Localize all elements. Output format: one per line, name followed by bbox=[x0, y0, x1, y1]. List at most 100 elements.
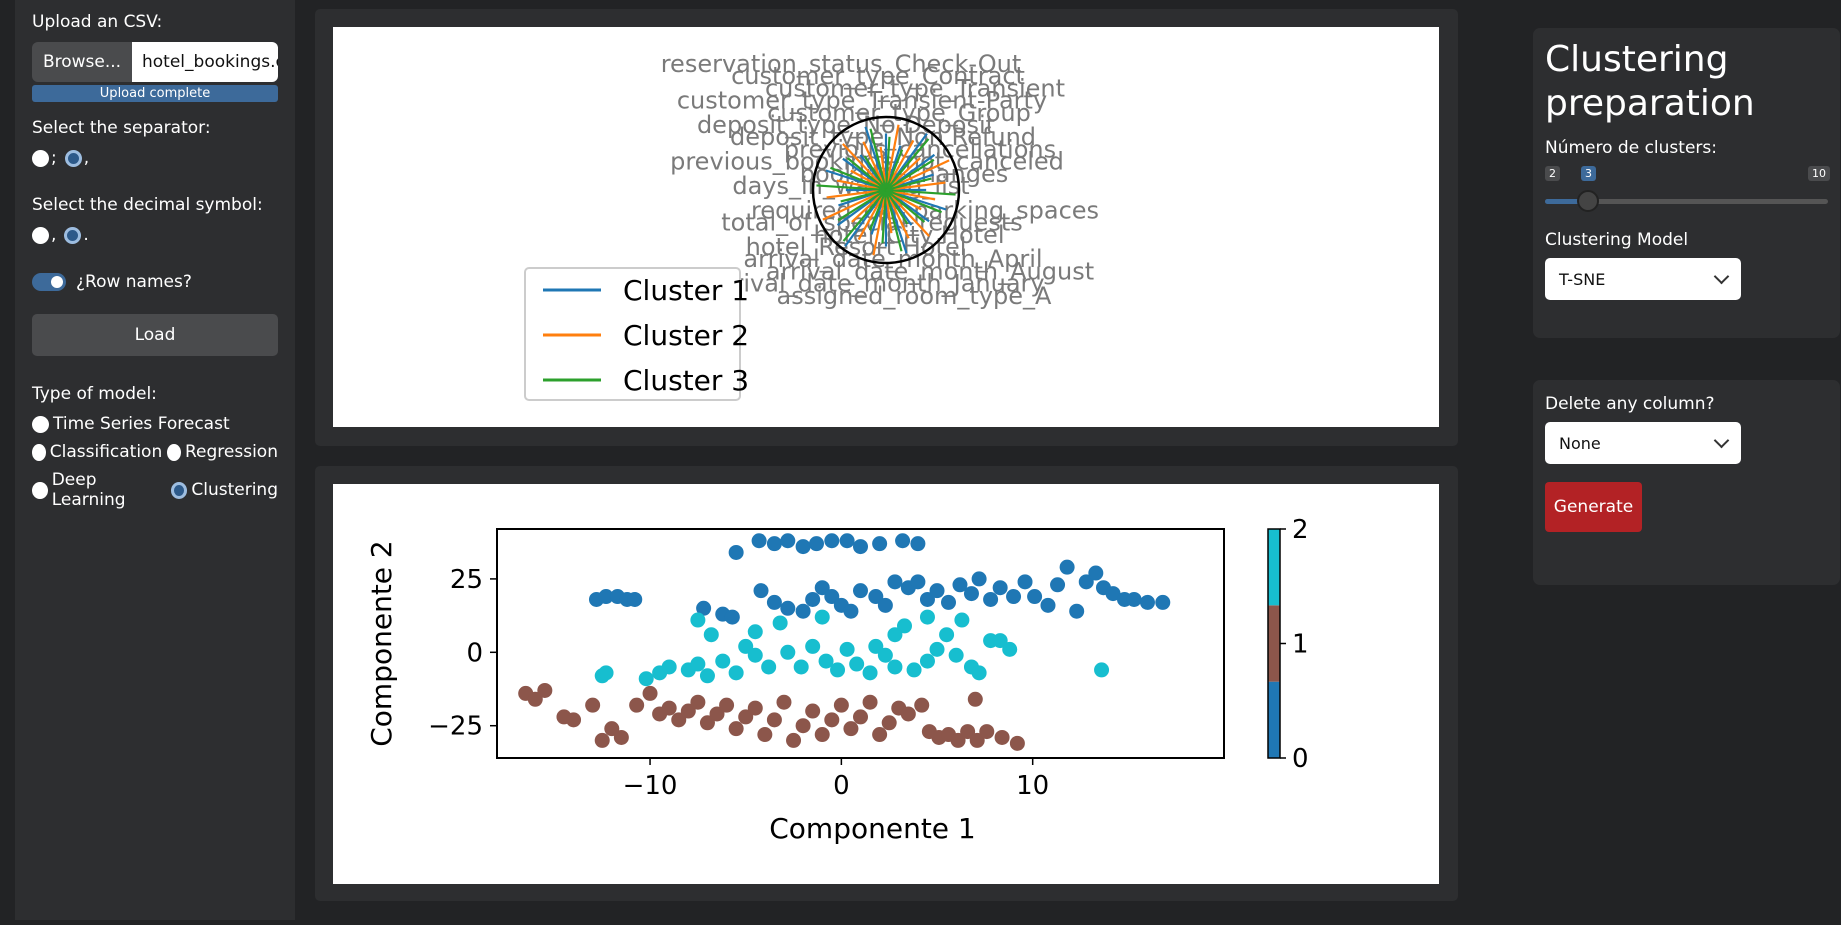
scatter-point bbox=[919, 609, 935, 625]
separator-radio-comma[interactable] bbox=[64, 149, 82, 167]
scatter-point bbox=[1027, 589, 1043, 605]
rownames-toggle[interactable] bbox=[32, 273, 66, 291]
model-radio-regression[interactable] bbox=[167, 443, 181, 461]
scatter-point bbox=[877, 647, 893, 663]
radar-spoke bbox=[885, 189, 909, 225]
sidebar: Upload an CSV: Browse... hotel_bookings.… bbox=[15, 0, 295, 920]
model-option-regression: Regression bbox=[184, 442, 278, 462]
scatter-point bbox=[853, 583, 868, 599]
load-button[interactable]: Load bbox=[32, 314, 278, 356]
generate-button[interactable]: Generate bbox=[1545, 482, 1642, 532]
model-radio-deep-learning[interactable] bbox=[32, 481, 48, 499]
clustering-model-select[interactable]: T-SNE bbox=[1545, 258, 1741, 300]
scatter-point bbox=[1105, 586, 1121, 602]
radar-spoke bbox=[842, 189, 887, 242]
scatter-point bbox=[830, 662, 846, 678]
scatter-point bbox=[1078, 574, 1094, 590]
x-axis-label: Componente 1 bbox=[769, 812, 976, 845]
upload-progress-bar: Upload complete bbox=[32, 85, 278, 102]
model-radio-time-series[interactable] bbox=[32, 415, 49, 433]
scatter-point bbox=[1040, 597, 1056, 613]
scatter-chart: −10 0 10 −25 0 25 Componente 1 Componente 2 0 1 2 bbox=[333, 484, 1439, 884]
scatter-point bbox=[690, 656, 706, 672]
scatter-point bbox=[881, 715, 897, 731]
scatter-point bbox=[642, 685, 658, 701]
scatter-point bbox=[839, 533, 855, 549]
scatter-point bbox=[941, 594, 957, 610]
scatter-point bbox=[950, 732, 966, 748]
x-tick-label: −10 bbox=[623, 771, 678, 801]
radar-spoke bbox=[872, 189, 888, 256]
radar-spoke bbox=[884, 149, 904, 191]
scatter-point bbox=[862, 694, 878, 710]
delete-column-value: None bbox=[1559, 433, 1601, 453]
separator-label: Select the separator: bbox=[32, 118, 211, 138]
delete-column-panel: Delete any column? None Generate bbox=[1533, 380, 1840, 585]
model-radio-classification[interactable] bbox=[32, 443, 46, 461]
scatter-point bbox=[699, 715, 715, 731]
chevron-down-icon bbox=[1713, 432, 1730, 449]
scatter-point bbox=[843, 721, 859, 737]
clusters-slider[interactable]: 2 3 10 bbox=[1545, 166, 1830, 226]
colorbar-tick-label: 2 bbox=[1292, 515, 1309, 545]
scatter-point bbox=[715, 653, 731, 669]
scatter-point bbox=[849, 656, 865, 672]
decimal-label: Select the decimal symbol: bbox=[32, 195, 263, 215]
delete-column-select[interactable]: None bbox=[1545, 422, 1741, 464]
scatter-point bbox=[877, 597, 893, 613]
slider-track[interactable] bbox=[1545, 199, 1828, 204]
colorbar-segment bbox=[1268, 681, 1280, 758]
scatter-point bbox=[929, 583, 945, 599]
file-name-field[interactable]: hotel_bookings.csv bbox=[132, 42, 278, 82]
radar-variable-label: customer_type_Transient bbox=[765, 74, 1065, 102]
radar-spoke bbox=[885, 189, 926, 223]
radar-spoke bbox=[885, 138, 930, 191]
scatter-point bbox=[1069, 603, 1085, 619]
scatter-point bbox=[527, 691, 543, 707]
scatter-point bbox=[1009, 735, 1025, 751]
scatter-point bbox=[872, 727, 888, 743]
scatter-point bbox=[738, 638, 754, 654]
scatter-point bbox=[757, 727, 773, 743]
scatter-point bbox=[566, 712, 582, 728]
radar-spoke bbox=[885, 188, 956, 196]
scatter-point bbox=[887, 627, 903, 643]
radar-variable-label: assigned_room_type_A bbox=[777, 282, 1053, 310]
legend-label: Cluster 2 bbox=[623, 319, 749, 352]
separator-option-comma: , bbox=[83, 148, 90, 168]
scatter-point bbox=[1059, 559, 1075, 575]
decimal-radio-dot[interactable] bbox=[64, 226, 82, 244]
model-option-time-series: Time Series Forecast bbox=[53, 414, 230, 434]
scatter-point bbox=[952, 577, 968, 593]
scatter-point bbox=[638, 671, 654, 687]
model-option-clustering: Clustering bbox=[191, 480, 278, 500]
scatter-point bbox=[895, 533, 911, 549]
radar-spoke bbox=[881, 189, 888, 244]
slider-thumb[interactable] bbox=[1577, 190, 1599, 212]
radar-chart-panel: reservation_status_Check-Out customer_typ… bbox=[315, 9, 1458, 446]
scatter-point bbox=[1094, 662, 1110, 678]
browse-button[interactable]: Browse... bbox=[32, 42, 132, 82]
radar-variable-label: arrival_date_month_January bbox=[709, 270, 1044, 298]
decimal-radio-comma[interactable] bbox=[32, 226, 49, 244]
legend-label: Cluster 3 bbox=[623, 364, 749, 397]
scatter-point bbox=[843, 603, 859, 619]
scatter-point bbox=[969, 732, 985, 748]
scatter-point bbox=[929, 641, 945, 657]
model-radio-clustering[interactable] bbox=[171, 481, 188, 499]
scatter-point bbox=[992, 633, 1008, 649]
scatter-point bbox=[728, 721, 744, 737]
radar-chart: reservation_status_Check-Out customer_typ… bbox=[333, 27, 1439, 427]
scatter-point bbox=[738, 709, 754, 725]
scatter-point bbox=[814, 580, 830, 596]
scatter-point bbox=[661, 659, 677, 675]
radar-spoke bbox=[885, 189, 930, 237]
separator-option-semicolon: ; bbox=[51, 148, 57, 168]
separator-radio-semicolon[interactable] bbox=[32, 149, 49, 167]
scatter-point bbox=[613, 729, 629, 745]
scatter-point bbox=[839, 641, 855, 657]
scatter-point bbox=[780, 600, 796, 616]
scatter-point bbox=[887, 659, 903, 675]
file-upload[interactable]: Browse... hotel_bookings.csv bbox=[32, 42, 278, 82]
scatter-point bbox=[906, 662, 922, 678]
